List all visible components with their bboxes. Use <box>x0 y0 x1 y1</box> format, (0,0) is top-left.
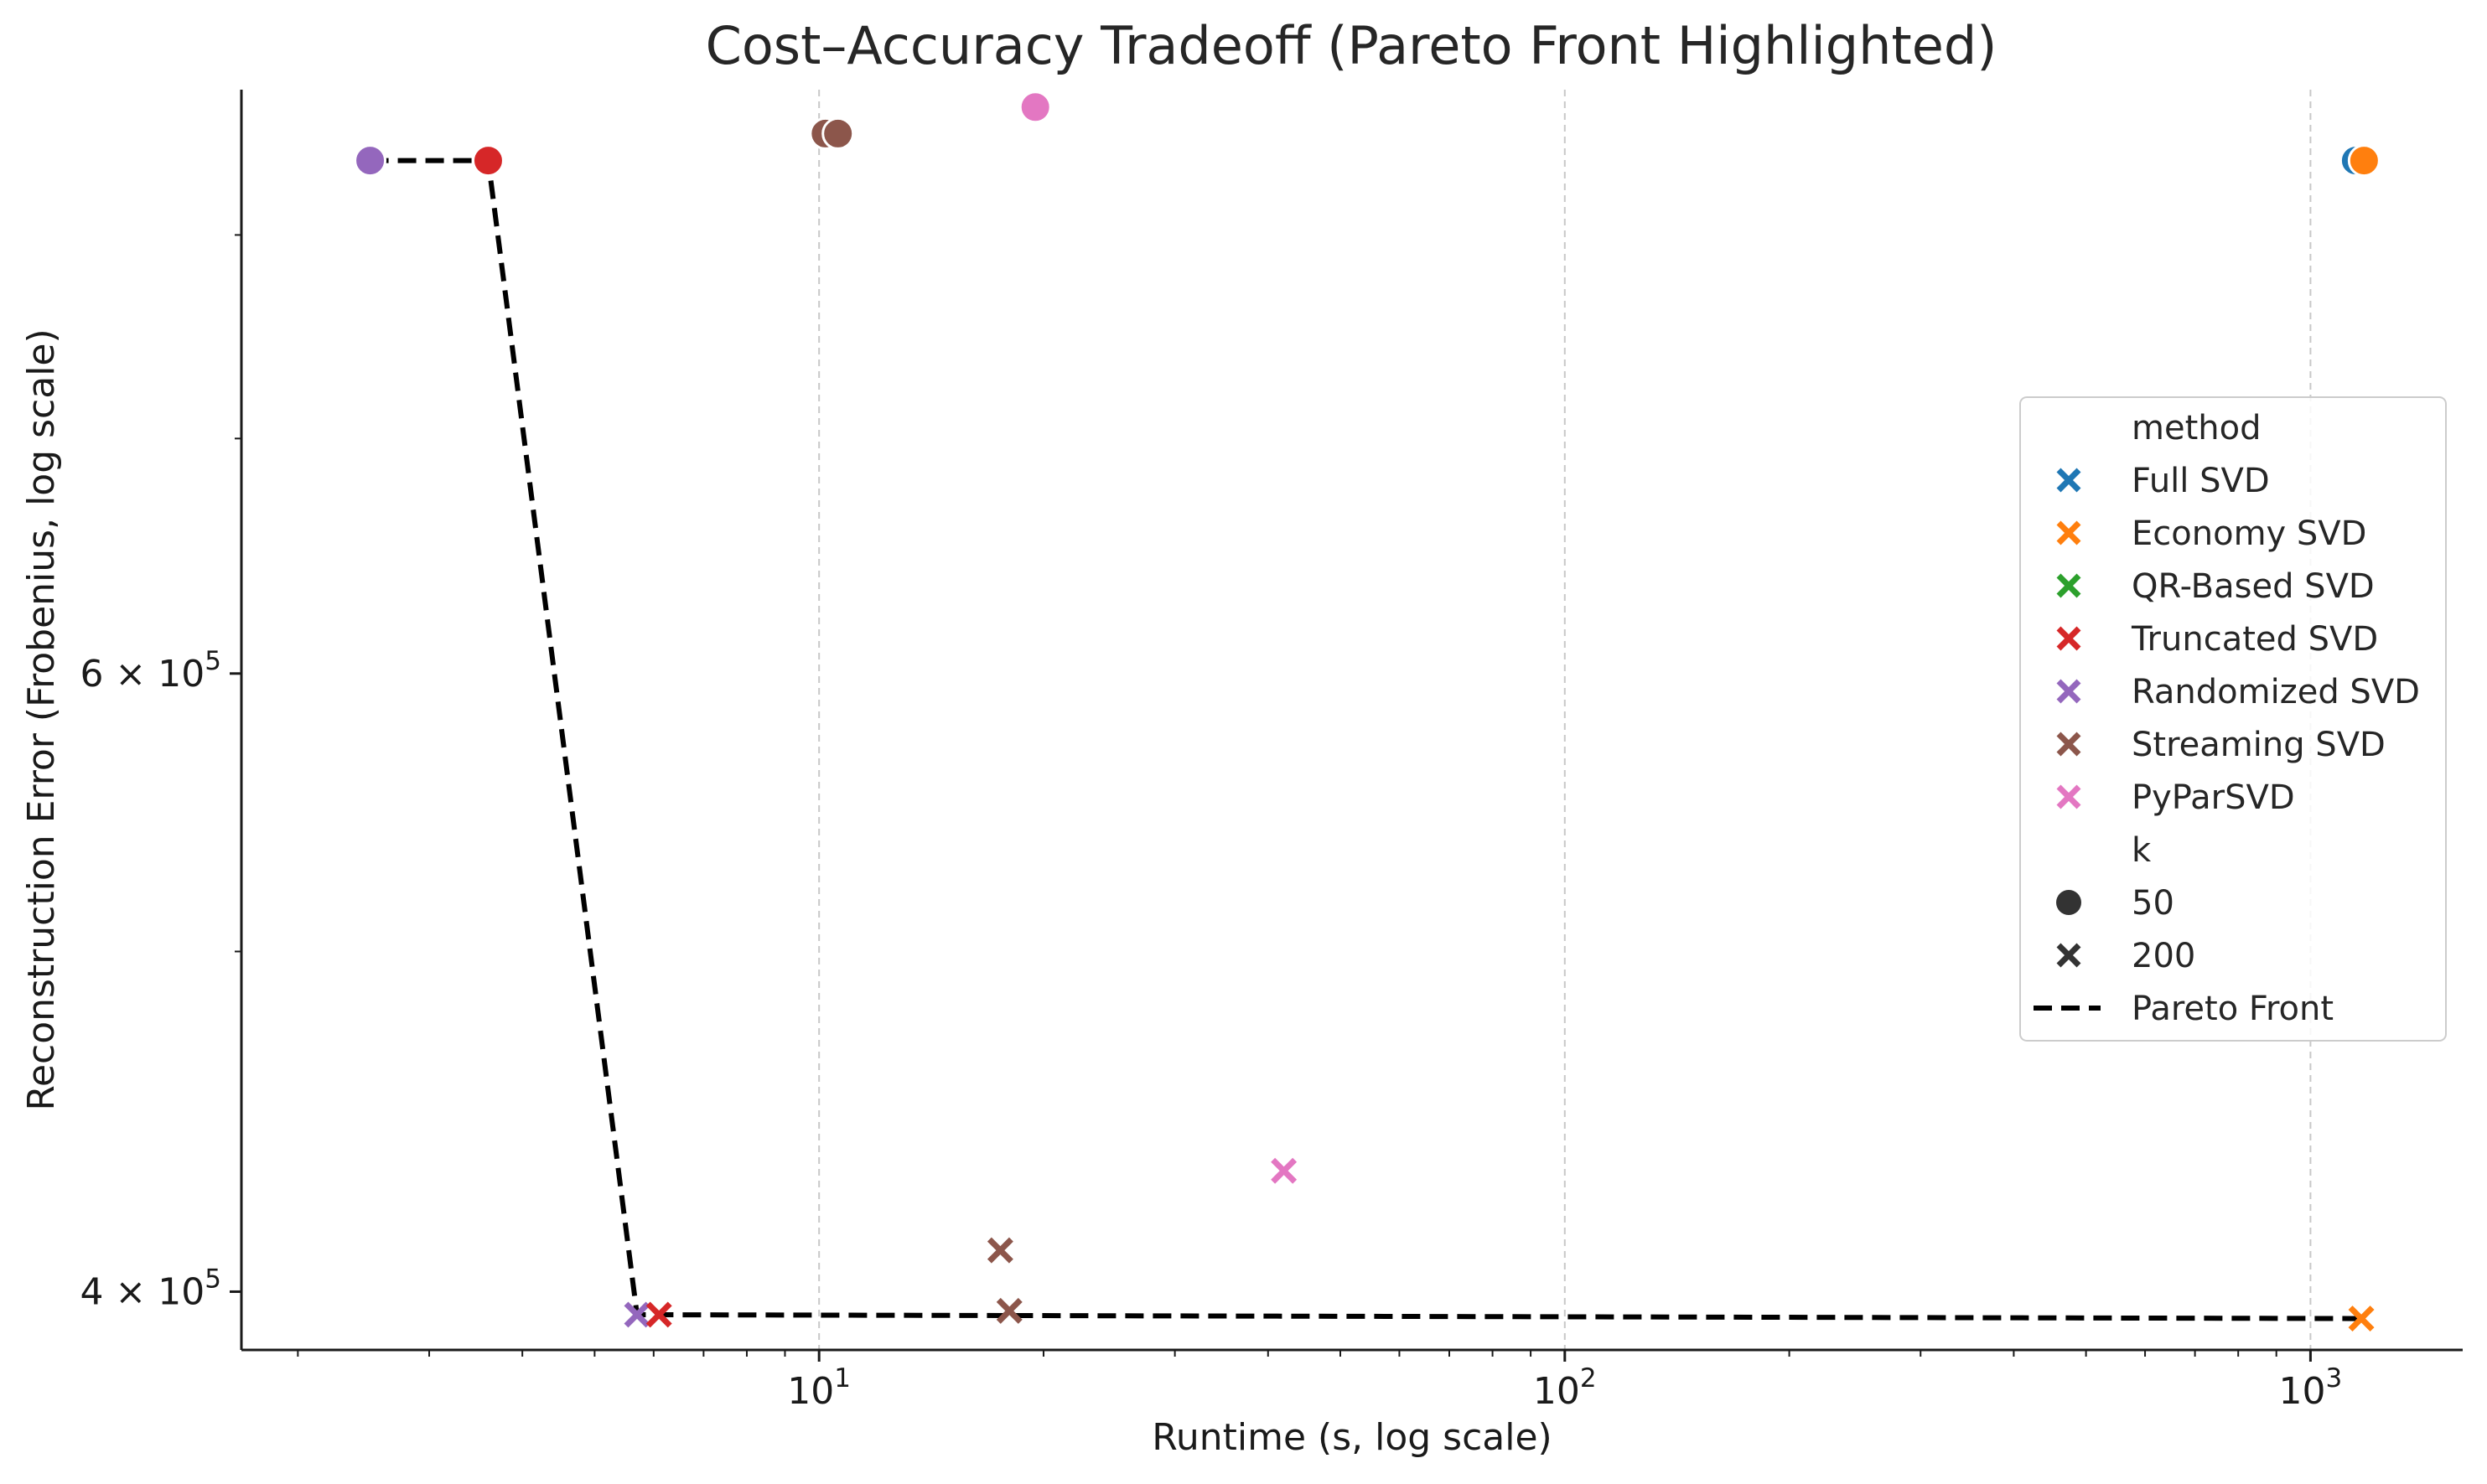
legend-label-randomized-svd: Randomized SVD <box>2132 673 2420 711</box>
x-tick-label: 102 <box>1533 1363 1597 1413</box>
chart-title: Cost–Accuracy Tradeoff (Pareto Front Hig… <box>706 15 1997 76</box>
x-tick-label: 101 <box>787 1363 851 1413</box>
legend-title-k: k <box>2132 831 2152 870</box>
axes <box>240 90 2463 1352</box>
legend-label-streaming-svd: Streaming SVD <box>2132 726 2386 764</box>
legend-label-k50: 50 <box>2132 884 2174 923</box>
legend-marker-qr-based-svd <box>2056 573 2081 598</box>
legend-marker-k50 <box>2056 890 2081 915</box>
legend-label-economy-svd: Economy SVD <box>2132 514 2366 553</box>
data-points <box>354 90 2381 1332</box>
legend-box <box>2019 396 2447 1042</box>
legend-marker-pyparsvd <box>2056 784 2081 809</box>
legend-label-pareto-front: Pareto Front <box>2132 990 2334 1028</box>
legend: method Full SVD Economy SVD QR-Based SVD Tru… <box>2019 396 2447 1042</box>
point-economy-svd-k200 <box>2348 1306 2375 1332</box>
legend-marker-economy-svd <box>2056 520 2081 546</box>
point-streaming-svd-k50 <box>821 116 855 150</box>
x-tick-label: 103 <box>2279 1363 2343 1413</box>
ticks: 101 102 103 4 × 105 6 × 105 <box>80 234 2343 1413</box>
legend-marker-randomized-svd <box>2056 679 2081 704</box>
point-randomized-svd-k50 <box>354 144 387 178</box>
legend-label-truncated-svd: Truncated SVD <box>2131 620 2378 659</box>
legend-marker-full-svd <box>2056 468 2081 493</box>
legend-marker-k200 <box>2056 943 2081 968</box>
point-streaming-svd-k200 <box>987 1237 1013 1264</box>
y-tick-label: 6 × 105 <box>80 646 221 695</box>
point-pyparsvd-k200 <box>1271 1157 1298 1184</box>
legend-title-method: method <box>2132 409 2261 447</box>
point-streaming-svd-k200 <box>996 1297 1023 1324</box>
point-randomized-svd-k200 <box>624 1301 650 1328</box>
legend-label-full-svd: Full SVD <box>2132 462 2270 500</box>
y-tick-label: 4 × 105 <box>80 1264 221 1313</box>
legend-marker-streaming-svd <box>2056 732 2081 757</box>
legend-marker-truncated-svd <box>2056 626 2081 651</box>
point-pyparsvd-k50 <box>1018 90 1052 124</box>
legend-label-pyparsvd: PyParSVD <box>2132 778 2295 817</box>
legend-label-k200: 200 <box>2132 937 2195 975</box>
pareto-front <box>370 158 2362 1321</box>
legend-label-qr-based-svd: QR-Based SVD <box>2132 567 2375 606</box>
grid <box>818 90 2312 1350</box>
point-truncated-svd-k50 <box>471 144 505 178</box>
pareto-front-line <box>370 158 2362 1321</box>
point-economy-svd-k50 <box>2347 144 2381 178</box>
point-truncated-svd-k200 <box>645 1301 672 1328</box>
x-axis-label: Runtime (s, log scale) <box>1152 1416 1552 1459</box>
y-axis-label: Reconstruction Error (Frobenius, log sca… <box>20 328 63 1110</box>
